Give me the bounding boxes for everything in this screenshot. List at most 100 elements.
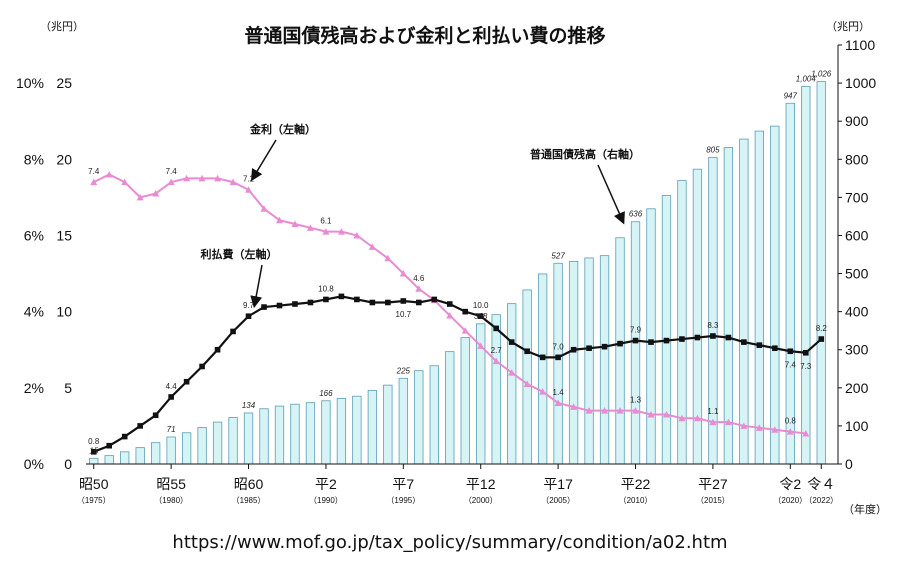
rate-point [105, 171, 113, 178]
rate-point [337, 228, 345, 235]
bar [197, 427, 207, 465]
bar-label: 1,004 [796, 75, 817, 84]
rate-label: 7.4 [88, 167, 100, 176]
x-tick-label: 平7 [392, 476, 414, 492]
rate-point [771, 426, 779, 433]
annotation-interest-arrow [250, 264, 263, 309]
left-tick-trillion: 10 [56, 304, 72, 320]
interest-point [493, 325, 499, 332]
x-tick-label: 昭55 [156, 476, 186, 492]
rate-label: 7.4 [166, 167, 178, 176]
interest-point [524, 348, 530, 355]
interest-point [338, 293, 345, 300]
bar [429, 365, 439, 465]
x-tick-label: 令４ [807, 476, 835, 492]
right-tick-label: 700 [845, 189, 869, 205]
rate-point [647, 410, 655, 418]
rate-point [183, 174, 191, 182]
rate-point [523, 380, 531, 388]
left-tick-trillion: 0 [64, 456, 72, 472]
interest-label: 8.3 [707, 321, 719, 330]
x-tick-year: （2010） [619, 496, 653, 505]
bar [615, 237, 625, 465]
x-tick-year: （2020） [773, 496, 807, 505]
interest-label: 0.8 [88, 437, 100, 446]
x-tick-year: （2005） [541, 496, 575, 505]
interest-point [152, 412, 159, 419]
bar [801, 86, 811, 465]
interest-point [307, 299, 314, 306]
rate-point [399, 270, 407, 277]
interest-point [276, 302, 283, 309]
x-tick-year: （2000） [464, 496, 498, 505]
rate-point [198, 174, 206, 182]
x-axis-unit: （年度） [843, 502, 887, 516]
rate-point [539, 388, 547, 395]
interest-label: 7.9 [630, 326, 642, 335]
interest-point [570, 346, 577, 353]
rate-point [693, 414, 701, 422]
interest-label: 4.4 [166, 382, 178, 391]
rate-label: 1.4 [553, 388, 565, 397]
bar [367, 390, 378, 465]
interest-point [508, 339, 515, 345]
left-axis: 25 10% 20 8% 15 6% 10 4% 5 2% 0 0% [16, 75, 72, 472]
x-tick-label: 平22 [621, 476, 651, 492]
interest-point [818, 336, 825, 342]
annotation-rate: 金利（左軸） [249, 122, 316, 136]
bar-label: 1,026 [811, 70, 832, 79]
left-axis-unit: （兆円） [40, 20, 84, 33]
rate-point [802, 430, 810, 437]
interest-point [632, 337, 639, 344]
interest-point [183, 378, 190, 385]
x-tick-year: （2015） [696, 496, 730, 505]
rate-point [786, 428, 794, 435]
interest-point [539, 354, 546, 361]
source-url[interactable]: https://www.mof.go.jp/tax_policy/summary… [172, 532, 728, 553]
bar [383, 384, 393, 465]
x-tick-label: 昭50 [79, 476, 109, 492]
bar [739, 138, 749, 465]
rate-point [291, 220, 299, 228]
left-tick-pct: 2% [24, 380, 44, 396]
annotation-debt-arrow [597, 164, 625, 225]
rate-point [709, 418, 717, 426]
x-tick-label: 昭60 [234, 476, 264, 492]
bar [352, 395, 362, 465]
interest-point [137, 423, 143, 429]
interest-point [679, 336, 685, 342]
rate-point [415, 285, 423, 292]
bar [181, 432, 192, 465]
left-tick-pct: 10% [16, 75, 44, 91]
bar [661, 195, 672, 465]
x-tick-label: 平27 [698, 476, 728, 492]
bar [120, 451, 130, 465]
right-tick-label: 1100 [845, 37, 875, 53]
rate-point [322, 228, 330, 235]
bar [212, 421, 223, 465]
rate-label: 6.1 [320, 217, 332, 226]
rate-point [678, 414, 686, 422]
interest-point [802, 349, 809, 356]
rate-point [554, 399, 562, 407]
rate-point [508, 369, 516, 376]
bar [522, 289, 532, 465]
interest-point [663, 337, 670, 344]
bar [89, 457, 99, 465]
rate-point [446, 311, 454, 319]
interest-point [245, 313, 252, 320]
rate-point [740, 422, 748, 429]
right-tick-label: 0 [845, 456, 853, 472]
rate-point [260, 205, 268, 212]
right-tick-label: 300 [845, 342, 869, 358]
x-tick-label: 平12 [466, 476, 496, 492]
bar [785, 102, 795, 465]
rate-label: 2.7 [491, 346, 503, 355]
left-tick-pct: 0% [24, 456, 44, 472]
interest-point [446, 301, 453, 307]
bar [599, 255, 610, 465]
interest-point [90, 449, 97, 455]
interest-label: 10.8 [318, 284, 334, 293]
bar [274, 405, 285, 465]
interest-point [121, 433, 128, 440]
